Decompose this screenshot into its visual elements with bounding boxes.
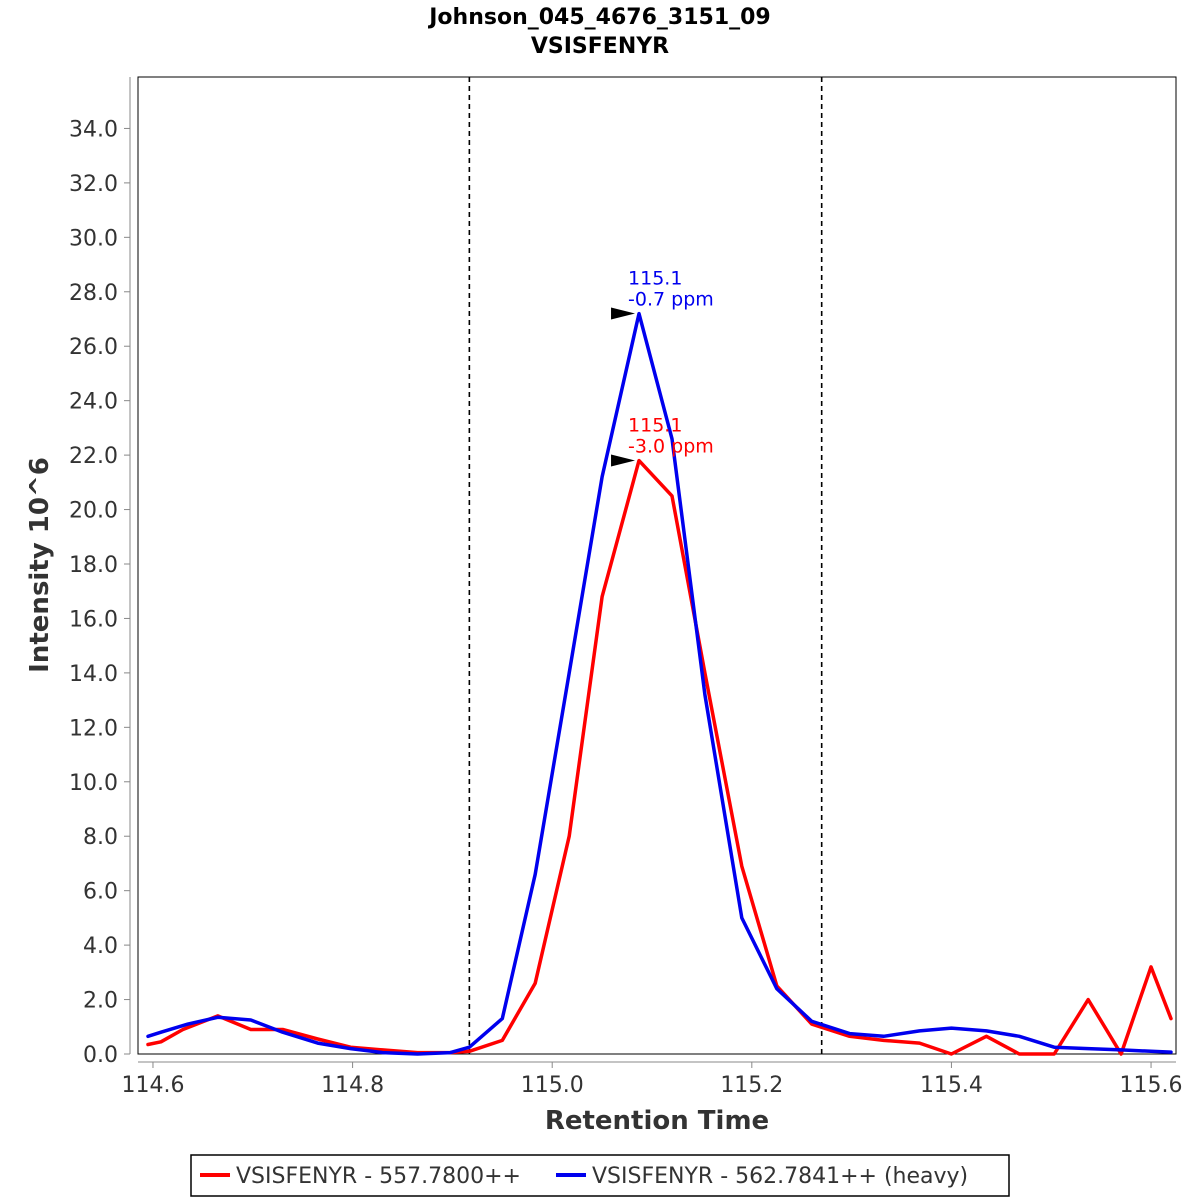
axes: 0.0 2.0 4.0 6.0 8.0 10.0 12.0 14.0 16.0 18.0 20.0 2… [69,77,1183,1098]
y-tick-label: 34.0 [69,117,118,142]
y-tick-label: 16.0 [69,607,118,632]
x-tick-label: 114.8 [321,1073,384,1098]
x-tick-label: 115.2 [720,1073,783,1098]
x-tick-label: 115.4 [920,1073,983,1098]
y-tick-label: 26.0 [69,335,118,360]
peak-rt-label: 115.1 [628,268,682,290]
y-tick-label: 14.0 [69,662,118,687]
series-line-heavy [146,311,1173,1056]
y-axis-label: Intensity 10^6 [25,457,55,673]
y-tick-label: 22.0 [69,444,118,469]
y-tick-label: 6.0 [83,880,118,905]
x-axis-label: Retention Time [545,1106,769,1136]
y-tick-label: 28.0 [69,281,118,306]
legend-box [190,1154,1010,1197]
chart-subtitle: VSISFENYR [531,34,669,59]
peak-arrow-marker [611,307,636,320]
y-tick-label: 24.0 [69,390,118,415]
y-tick-label: 20.0 [69,499,118,524]
peak-ppm-label: -0.7 ppm [628,289,714,311]
legend-label-heavy: VSISFENYR - 562.7841++ (heavy) [592,1164,968,1189]
y-tick-label: 4.0 [83,934,118,959]
y-tick-label: 8.0 [83,825,118,850]
legend: VSISFENYR - 557.7800++ VSISFENYR - 562.7… [190,1154,1010,1197]
peak-rt-label: 115.1 [628,415,682,437]
plot-area [137,76,1177,1055]
y-tick-label: 2.0 [83,989,118,1014]
y-tick-label: 32.0 [69,172,118,197]
chart-title: Johnson_045_4676_3151_09 [427,5,771,30]
peak-arrow-marker [611,454,636,467]
integration-boundaries [468,77,823,1054]
x-tick-label: 115.6 [1120,1073,1183,1098]
y-tick-label: 10.0 [69,771,118,796]
peak-ppm-label: -3.0 ppm [628,436,714,458]
y-tick-label: 0.0 [83,1043,118,1068]
x-tick-label: 115.0 [521,1073,584,1098]
y-tick-label: 12.0 [69,716,118,741]
y-tick-label: 30.0 [69,226,118,251]
x-tick-label: 114.6 [121,1073,184,1098]
series-line-light [146,458,1173,1056]
legend-label-light: VSISFENYR - 557.7800++ [236,1164,521,1189]
y-tick-label: 18.0 [69,553,118,578]
series-lines [146,311,1173,1056]
